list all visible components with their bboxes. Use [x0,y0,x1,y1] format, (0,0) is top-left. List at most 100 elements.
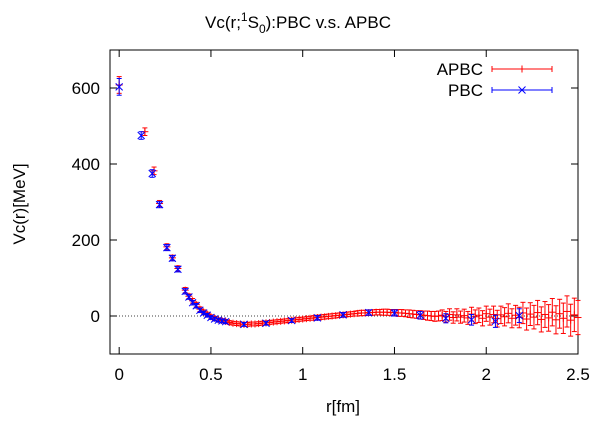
marker-d2 [174,265,182,274]
marker-apbc [475,311,483,319]
marker-d2 [199,309,208,317]
data-point-apbc [141,127,149,136]
marker-d2 [364,308,373,317]
marker-apbc [563,307,571,315]
marker-apbc [501,313,509,321]
legend-label-pbc: PBC [448,81,483,100]
marker-pbc [148,169,157,178]
data-point-apbc [570,297,578,333]
data-point-pbc [416,310,425,320]
marker-d2 [196,306,204,315]
x-axis-label: r[fm] [326,397,360,416]
marker-apbc [574,314,582,322]
data-point-apbc [508,308,516,329]
data-point-pbc [137,131,146,140]
marker-apbc [559,314,567,322]
data-point-apbc [548,298,556,327]
data-point-apbc [523,307,531,331]
marker-pbc [364,308,373,317]
data-point-pbc [148,169,157,178]
marker-apbc [497,311,505,319]
marker-d2 [491,317,500,326]
data-point-pbc [491,314,500,328]
marker-pbc [203,311,212,320]
marker-d2 [313,314,322,322]
marker-apbc [567,316,575,324]
marker-d2 [137,131,146,140]
marker-apbc [523,315,531,323]
x-tick-label: 2 [482,365,491,384]
marker-d2 [442,314,450,323]
chart-title-sub: 0 [259,22,266,36]
marker-apbc [512,311,520,319]
marker-apbc [552,316,560,324]
x-tick-label: 1 [298,365,307,384]
marker-pbc [287,316,296,325]
data-point-pbc [390,309,399,317]
legend: APBC PBC [437,60,553,100]
marker-d2 [416,311,425,320]
marker-apbc [479,314,487,322]
marker-apbc [457,313,465,321]
plot-area: 0 0.5 1 1.5 2 2.5 0 200 400 600 [72,49,590,384]
marker-d2 [218,317,226,325]
marker-pbc [416,311,425,320]
marker-apbc [530,313,538,321]
marker-pbc [181,287,190,296]
marker-d2 [515,311,524,320]
plot-frame [109,49,579,355]
legend-marker [518,86,526,94]
data-point-apbc [574,299,582,336]
data-point-pbc [196,306,204,315]
marker-d2 [240,320,248,329]
chart-title-mid: S [248,13,259,32]
data-point-apbc [435,310,443,322]
legend-marker [518,65,526,73]
data-point-pbc [364,308,373,317]
x-tick-label: 1.5 [383,365,407,384]
data-point-apbc [431,310,439,322]
marker-apbc [508,314,516,322]
data-point-pbc [199,309,208,317]
data-point-apbc [460,308,468,323]
data-point-apbc [446,308,454,321]
x-tick-label: 0 [114,365,123,384]
data-point-pbc [515,308,524,323]
data-point-apbc [556,298,564,329]
data-point-pbc [442,313,450,324]
marker-apbc [482,310,490,318]
data-point-apbc [537,306,545,333]
marker-pbc [390,309,399,317]
data-point-apbc [530,304,538,330]
marker-apbc [504,309,512,317]
marker-d2 [467,315,476,324]
marker-d2 [221,317,230,326]
marker-pbc [137,131,146,140]
data-point-apbc [541,301,549,328]
data-point-apbc [449,311,457,324]
data-point-apbc [567,303,575,337]
data-point-apbc [453,308,461,322]
marker-pbc [115,83,124,91]
marker-apbc [556,310,564,318]
legend-marker-apbc [491,65,553,73]
marker-d2 [203,311,212,320]
marker-apbc [460,312,468,320]
data-point-apbc [519,301,527,325]
marker-pbc [313,314,322,322]
data-point-apbc [563,295,571,328]
chart-title-post: ):PBC v.s. APBC [266,13,391,32]
data-point-apbc [479,310,487,327]
marker-d2 [287,316,296,325]
legend-marker-pbc [491,86,553,94]
marker-pbc [240,320,248,329]
marker-d2 [210,315,219,323]
marker-d2 [214,316,223,325]
x-tick-label: 0.5 [199,365,223,384]
data-point-pbc [339,311,347,319]
data-point-pbc [163,243,171,252]
marker-pbc [515,311,524,320]
marker-pbc [442,314,450,323]
marker-d2 [155,200,164,209]
